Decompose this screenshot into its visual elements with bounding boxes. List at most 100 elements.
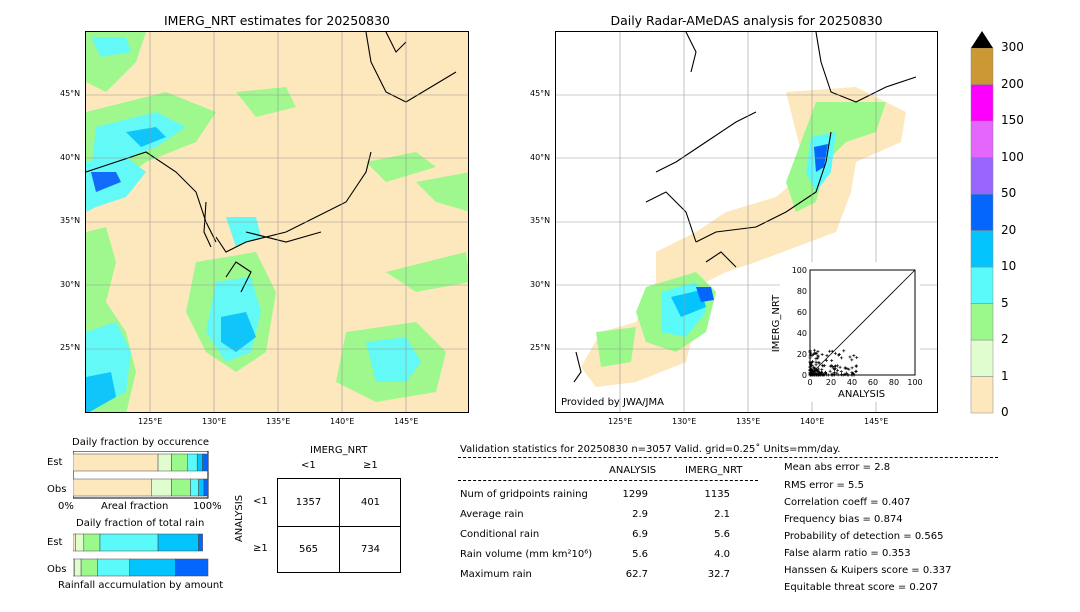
scatter-xtick: 0 xyxy=(807,378,812,387)
amount-obs-segment xyxy=(97,558,130,577)
amount-est-segment xyxy=(83,533,101,552)
score-2: Correlation coeff = 0.407 xyxy=(784,497,911,508)
occurrence-obs-segment xyxy=(190,478,199,497)
right-map-canvas xyxy=(556,32,937,412)
right-map-title: Daily Radar-AMeDAS analysis for 20250830 xyxy=(610,13,883,28)
score-1: RMS error = 5.5 xyxy=(784,480,864,491)
occurrence-obs-segment xyxy=(198,478,205,497)
scatter-xtick: 80 xyxy=(889,378,899,387)
colorbar-label-300: 300 xyxy=(1001,40,1024,54)
left-lat-40: 40°N xyxy=(60,153,81,162)
colorbar-label-20: 20 xyxy=(1001,222,1017,237)
right-lat-30: 30°N xyxy=(530,280,551,289)
stat-label-4: Maximum rain xyxy=(460,569,532,580)
scatter-xtick: 40 xyxy=(847,378,857,387)
colorbar-block xyxy=(970,303,994,341)
stat-label-2: Conditional rain xyxy=(460,529,540,540)
stat-analysis-4: 62.7 xyxy=(625,569,648,580)
right-lat-35: 35°N xyxy=(530,216,551,225)
colorbar-label-200: 200 xyxy=(1001,76,1024,91)
colorbar-block xyxy=(970,376,994,414)
stat-imerg-0: 1135 xyxy=(704,489,730,500)
amount-row-obs: Obs xyxy=(47,564,67,575)
occurrence-row-obs: Obs xyxy=(47,484,67,495)
scatter-ytick: 100 xyxy=(792,266,807,275)
scatter-ytick: 60 xyxy=(797,308,807,317)
stat-analysis-1: 2.9 xyxy=(632,509,648,520)
scatter-ytick: 20 xyxy=(797,350,807,359)
stat-label-1: Average rain xyxy=(460,509,524,520)
stat-analysis-2: 6.9 xyxy=(632,529,648,540)
left-map-canvas xyxy=(86,32,468,412)
validation-header: Validation statistics for 20250830 n=305… xyxy=(460,444,841,455)
right-lat-25: 25°N xyxy=(530,343,551,352)
scatter-ytick: 40 xyxy=(797,329,807,338)
left-lon-145: 145°E xyxy=(394,417,419,426)
contingency-cell-11: 734 xyxy=(360,544,381,555)
contingency-col-lt1: <1 xyxy=(301,460,316,471)
score-5: False alarm ratio = 0.353 xyxy=(784,548,911,559)
occurrence-title: Daily fraction by occurence xyxy=(72,437,210,448)
scatter-ytick: 80 xyxy=(797,287,807,296)
scatter-ytick: 0 xyxy=(802,371,807,380)
colorbar-label-1: 1 xyxy=(1001,368,1009,383)
colorbar-label-100: 100 xyxy=(1001,149,1024,164)
contingency-row-ge1: ≥1 xyxy=(253,543,268,554)
left-lat-25: 25°N xyxy=(60,343,81,352)
occurrence-est-segment xyxy=(157,453,172,472)
occurrence-obs-segment xyxy=(171,478,191,497)
contingency-cell-01: 401 xyxy=(360,497,381,508)
right-lon-140: 140°E xyxy=(800,417,825,426)
left-lon-135: 135°E xyxy=(266,417,291,426)
left-map xyxy=(85,31,469,413)
amount-row-est: Est xyxy=(47,537,63,548)
left-lat-35: 35°N xyxy=(60,216,81,225)
occurrence-row-est: Est xyxy=(47,457,63,468)
contingency-row-title: ANALYSIS xyxy=(234,494,246,543)
left-map-title: IMERG_NRT estimates for 20250830 xyxy=(163,13,390,28)
left-lon-130: 130°E xyxy=(202,417,227,426)
contingency-col-title: IMERG_NRT xyxy=(310,445,368,456)
amount-obs-segment xyxy=(80,558,98,577)
scatter-xtick: 20 xyxy=(826,378,836,387)
left-lat-30: 30°N xyxy=(60,280,81,289)
amount-est-segment xyxy=(198,533,203,552)
colorbar-label-2: 2 xyxy=(1001,332,1009,346)
validation-divider xyxy=(458,457,998,458)
amount-est-segment xyxy=(75,533,85,552)
right-lat-40: 40°N xyxy=(530,153,551,162)
colorbar xyxy=(970,31,994,414)
right-lon-125: 125°E xyxy=(608,417,633,426)
colorbar-block xyxy=(970,266,994,304)
contingency-table: 1357 401 565 734 xyxy=(277,478,401,573)
validation-col-imerg: IMERG_NRT xyxy=(685,465,743,476)
occurrence-est-segment xyxy=(171,453,189,472)
colorbar-label-0: 0 xyxy=(1001,405,1009,419)
colorbar-label-5: 5 xyxy=(1001,295,1009,310)
left-lon-140: 140°E xyxy=(330,417,355,426)
colorbar-extend-arrow xyxy=(971,31,993,48)
score-3: Frequency bias = 0.874 xyxy=(784,514,903,525)
contingency-col-ge1: ≥1 xyxy=(363,460,378,471)
stat-analysis-3: 5.6 xyxy=(632,549,648,560)
colorbar-label-150: 150 xyxy=(1001,113,1024,127)
colorbar-block xyxy=(970,230,994,268)
stat-imerg-4: 32.7 xyxy=(707,569,730,580)
amount-est-segment xyxy=(157,533,199,552)
scatter-xtick: 100 xyxy=(907,378,922,387)
left-lat-45: 45°N xyxy=(60,89,81,98)
score-0: Mean abs error = 2.8 xyxy=(784,462,891,473)
colorbar-block xyxy=(970,47,994,85)
occurrence-obs-segment xyxy=(203,478,209,497)
score-6: Hanssen & Kuipers score = 0.337 xyxy=(784,565,952,576)
contingency-row-lt1: <1 xyxy=(253,496,268,507)
contingency-cell-10: 565 xyxy=(298,544,319,555)
data-credit: Provided by JWA/JMA xyxy=(561,397,664,408)
validation-col-analysis: ANALYSIS xyxy=(609,465,657,476)
occurrence-x-right: 100% xyxy=(193,501,222,512)
stat-label-3: Rain volume (mm km²10⁶) xyxy=(460,549,593,560)
occurrence-x-mid: Areal fraction xyxy=(101,501,169,512)
occurrence-est-segment xyxy=(73,453,159,472)
occurrence-obs-segment xyxy=(151,478,172,497)
right-lon-130: 130°E xyxy=(672,417,697,426)
